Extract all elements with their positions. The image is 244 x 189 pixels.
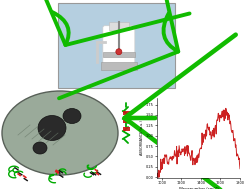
Ellipse shape <box>2 91 118 175</box>
Ellipse shape <box>33 142 47 154</box>
FancyBboxPatch shape <box>58 3 175 88</box>
Ellipse shape <box>63 108 81 123</box>
Bar <box>122 127 130 130</box>
FancyBboxPatch shape <box>101 62 137 70</box>
Y-axis label: ABSORBANCE (a.u.): ABSORBANCE (a.u.) <box>140 121 144 155</box>
FancyBboxPatch shape <box>103 26 135 70</box>
FancyBboxPatch shape <box>109 22 129 30</box>
Ellipse shape <box>38 115 66 140</box>
X-axis label: Wavenumber (cm⁻¹): Wavenumber (cm⁻¹) <box>179 187 218 189</box>
FancyBboxPatch shape <box>103 52 135 57</box>
Bar <box>122 111 130 115</box>
Circle shape <box>116 49 122 55</box>
Bar <box>122 119 130 122</box>
